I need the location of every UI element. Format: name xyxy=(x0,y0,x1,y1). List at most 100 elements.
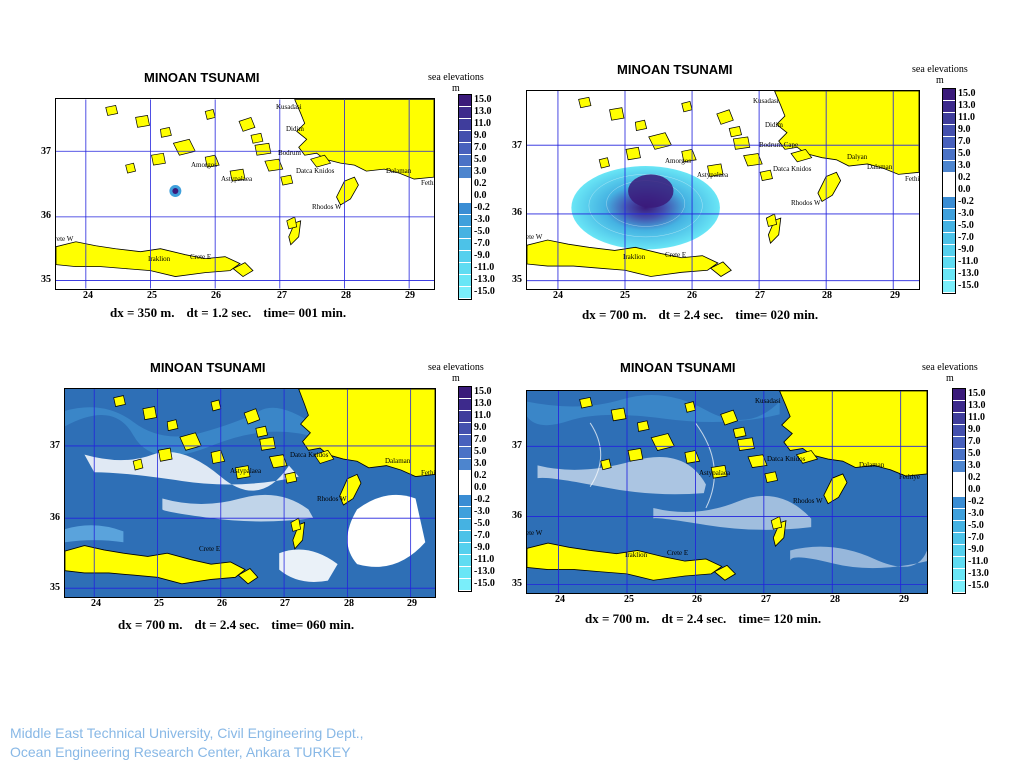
colorbar-swatch xyxy=(459,227,471,239)
y-tick: 35 xyxy=(512,274,522,285)
colorbar-swatch xyxy=(459,107,471,119)
colorbar-swatch xyxy=(953,473,965,485)
colorbar-swatch xyxy=(953,497,965,509)
y-tick: 35 xyxy=(41,274,51,285)
colorbar-value: 9.0 xyxy=(474,130,487,141)
colorbar-swatch xyxy=(953,521,965,533)
place-label: Astypalaea xyxy=(221,175,253,183)
colorbar-value: -7.0 xyxy=(958,232,974,243)
colorbar-swatch xyxy=(953,401,965,413)
colorbar-value: 9.0 xyxy=(968,424,981,435)
colorbar-swatch xyxy=(943,245,955,257)
colorbar-swatch xyxy=(459,143,471,155)
colorbar-value: -9.0 xyxy=(958,244,974,255)
y-tick: 35 xyxy=(50,582,60,593)
place-label: Crete E xyxy=(190,253,212,261)
colorbar-swatch xyxy=(943,185,955,197)
colorbar-value: -3.0 xyxy=(474,214,490,225)
colorbar-swatch xyxy=(459,579,471,591)
place-label: Crete W xyxy=(56,235,74,243)
colorbar-value: 0.2 xyxy=(958,172,971,183)
footer-line-2: Ocean Engineering Research Center, Ankar… xyxy=(10,744,351,760)
place-label: Fethiye xyxy=(905,175,920,183)
colorbar-value: 3.0 xyxy=(958,160,971,171)
panel-caption: dx = 700 m. dt = 2.4 sec. time= 020 min. xyxy=(582,307,819,322)
map-area: Kusadasi Didim Bodrum Datca Knidos Dalam… xyxy=(55,98,435,290)
colorbar-value: -5.0 xyxy=(958,220,974,231)
institution-footer: Middle East Technical University, Civil … xyxy=(10,724,364,762)
colorbar-value: -15.0 xyxy=(968,580,989,591)
place-label: Bodrum Cape xyxy=(759,141,799,149)
colorbar-value: 11.0 xyxy=(968,412,985,423)
place-label: Crete E xyxy=(665,251,687,259)
colorbar-swatch xyxy=(953,509,965,521)
x-tick: 25 xyxy=(624,594,634,605)
colorbar-value: -0.2 xyxy=(474,494,490,505)
colorbar-swatch xyxy=(943,197,955,209)
colorbar-value: 0.0 xyxy=(474,482,487,493)
colorbar-swatch xyxy=(953,545,965,557)
place-label: Crete E xyxy=(667,549,689,557)
colorbar-value: 5.0 xyxy=(474,154,487,165)
colorbar-value: -11.0 xyxy=(474,262,495,273)
colorbar-value: -15.0 xyxy=(474,578,495,589)
x-tick: 24 xyxy=(83,290,93,301)
colorbar-value: -3.0 xyxy=(958,208,974,219)
colorbar-swatch xyxy=(953,485,965,497)
colorbar-swatch xyxy=(953,425,965,437)
y-tick: 35 xyxy=(512,578,522,589)
y-tick: 36 xyxy=(512,510,522,521)
colorbar-swatch xyxy=(943,125,955,137)
place-label: Crete W xyxy=(526,233,543,241)
colorbar-value: -9.0 xyxy=(968,544,984,555)
place-label: Amorgos xyxy=(665,157,691,165)
x-tick: 27 xyxy=(761,594,771,605)
colorbar-swatch xyxy=(459,423,471,435)
colorbar-value: 5.0 xyxy=(958,148,971,159)
colorbar-value: 0.2 xyxy=(474,178,487,189)
colorbar-label: sea elevations m xyxy=(428,72,484,94)
place-label: Fethiye xyxy=(421,179,435,187)
colorbar-value: -13.0 xyxy=(958,268,979,279)
colorbar-swatch xyxy=(459,287,471,299)
map-area: Kusadasi Didim Bodrum Cape Dalyan Dalama… xyxy=(526,90,920,290)
x-tick: 29 xyxy=(899,594,909,605)
place-label: Iraklion xyxy=(623,253,646,261)
place-label: Rhodos W xyxy=(312,203,342,211)
place-label: Fethiye xyxy=(899,473,920,481)
place-label: Rhodos W xyxy=(791,199,821,207)
colorbar-swatch xyxy=(953,461,965,473)
x-tick: 28 xyxy=(344,598,354,609)
place-label: Kusadasi xyxy=(753,97,779,105)
colorbar-swatch xyxy=(459,543,471,555)
x-tick: 26 xyxy=(217,598,227,609)
x-tick: 26 xyxy=(692,594,702,605)
colorbar-value: 0.2 xyxy=(474,470,487,481)
x-tick: 25 xyxy=(154,598,164,609)
colorbar-swatch xyxy=(953,389,965,401)
colorbar-value: 3.0 xyxy=(474,458,487,469)
colorbar-value: -5.0 xyxy=(968,520,984,531)
colorbar-value: -9.0 xyxy=(474,250,490,261)
place-label: Rhodos W xyxy=(317,495,347,503)
colorbar-swatch xyxy=(943,149,955,161)
colorbar-value: 7.0 xyxy=(474,142,487,153)
colorbar-labels: 15.0 13.0 11.0 9.0 7.0 5.0 3.0 0.2 0.0 -0.2 -3.0 -5… xyxy=(474,94,495,298)
colorbar-swatch xyxy=(953,581,965,593)
colorbar-swatch xyxy=(943,257,955,269)
y-tick: 37 xyxy=(512,140,522,151)
colorbar-swatch xyxy=(459,239,471,251)
map-area: Kusadasi Datca Knidos Dalaman Fethiye As… xyxy=(526,390,928,594)
place-label: Dalaman xyxy=(867,163,893,171)
colorbar-value: -3.0 xyxy=(474,506,490,517)
colorbar-value: -7.0 xyxy=(968,532,984,543)
place-label: Datca Knidos xyxy=(296,167,335,175)
place-label: Datca Knidos xyxy=(290,451,329,459)
colorbar-value: -0.2 xyxy=(968,496,984,507)
place-label: Astypalaea xyxy=(230,467,262,475)
colorbar-value: -0.2 xyxy=(958,196,974,207)
colorbar-value: -7.0 xyxy=(474,238,490,249)
y-tick: 37 xyxy=(50,440,60,451)
x-tick: 26 xyxy=(211,290,221,301)
colorbar-value: 9.0 xyxy=(474,422,487,433)
